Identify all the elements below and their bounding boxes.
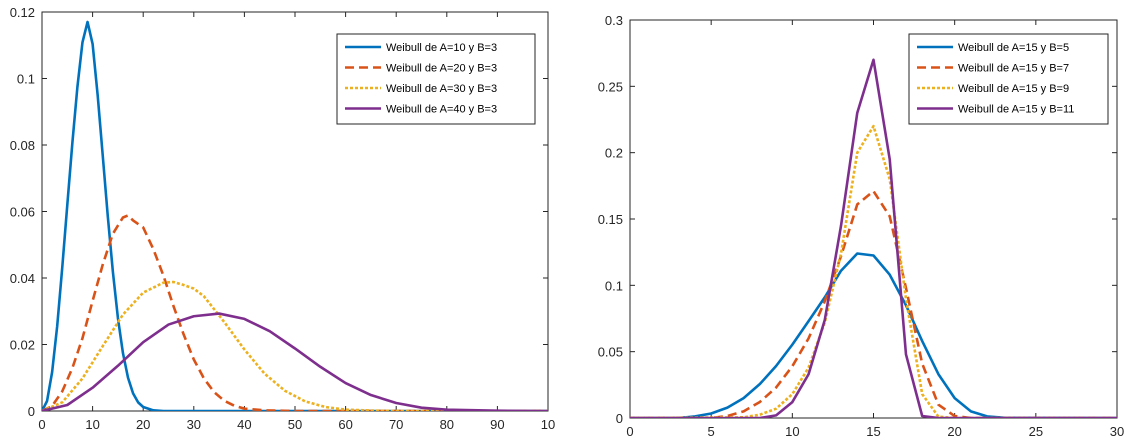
y-tick-label: 0.15 <box>598 212 623 227</box>
y-tick-label: 0.1 <box>605 278 623 293</box>
legend-label-1: Weibull de A=15 y B=5 <box>958 42 1069 54</box>
series-line-2 <box>42 214 548 411</box>
series-line-4 <box>630 58 1117 418</box>
x-tick-label: 0 <box>38 417 45 432</box>
x-tick-label: 10 <box>85 417 99 432</box>
x-tick-label: 20 <box>947 424 961 439</box>
series-line-1 <box>42 20 548 411</box>
x-tick-label: 20 <box>136 417 150 432</box>
x-tick-label: 50 <box>288 417 302 432</box>
x-tick-label: 90 <box>490 417 504 432</box>
y-tick-label: 0.04 <box>10 271 35 286</box>
y-tick-label: 0.1 <box>17 72 35 87</box>
x-tick-label: 5 <box>708 424 715 439</box>
y-tick-label: 0.3 <box>605 13 623 28</box>
legend-box <box>336 33 536 125</box>
y-tick-label: 0.06 <box>10 205 35 220</box>
series-line-1 <box>630 252 1117 418</box>
y-tick-label: 0 <box>616 411 623 426</box>
x-tick-label: 0 <box>626 424 633 439</box>
chart-1: 0 10 20 30 40 50 60 70 80 90 1000.020.040.060.080.… <box>10 5 556 432</box>
y-tick-label: 0.02 <box>10 338 35 353</box>
legend-label-4: Weibull de A=15 y B=11 <box>958 104 1074 116</box>
legend: Weibull de A=15 y B=5 Weibull de A=15 y B… <box>908 33 1109 125</box>
y-tick-label: 0.25 <box>598 79 623 94</box>
series-line-4 <box>42 312 548 411</box>
chart-2: 0 5 10 15 20 25 30 0 0.05 0.1 0.15 0.2 0.25 0.3 Weibul… <box>598 13 1125 439</box>
y-tick-label: 0.08 <box>10 138 35 153</box>
x-tick-label: 10 <box>785 424 799 439</box>
y-tick-label: 0.05 <box>598 345 623 360</box>
x-tick-label: 10 <box>541 417 555 432</box>
legend-label-2: Weibull de A=15 y B=7 <box>958 63 1069 75</box>
x-tick-label: 25 <box>1029 424 1043 439</box>
plot-area <box>630 58 1117 418</box>
x-tick-label: 80 <box>440 417 454 432</box>
legend-label-3: Weibull de A=30 y B=3 <box>386 83 497 95</box>
legend: Weibull de A=10 y B=3 Weibull de A=20 y B… <box>336 33 536 125</box>
y-tick-label: 0.2 <box>605 146 623 161</box>
x-tick-label: 70 <box>389 417 403 432</box>
series-line-3 <box>630 124 1117 418</box>
legend-label-1: Weibull de A=10 y B=3 <box>386 42 497 54</box>
y-tick-label: 0.12 <box>10 5 35 20</box>
x-tick-label: 60 <box>338 417 352 432</box>
legend-label-4: Weibull de A=40 y B=3 <box>386 104 497 116</box>
x-tick-label: 40 <box>237 417 251 432</box>
series-line-3 <box>42 280 548 411</box>
plot-area <box>42 20 548 411</box>
legend-label-3: Weibull de A=15 y B=9 <box>958 83 1069 95</box>
x-tick-label: 30 <box>1110 424 1124 439</box>
x-tick-label: 15 <box>866 424 880 439</box>
y-tick-label: 0 <box>28 404 35 419</box>
x-tick-label: 30 <box>187 417 201 432</box>
legend-label-2: Weibull de A=20 y B=3 <box>386 63 497 75</box>
